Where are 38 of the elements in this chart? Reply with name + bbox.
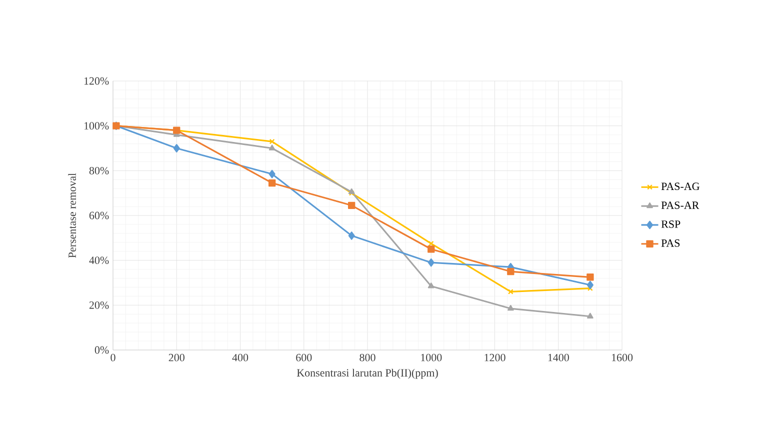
x-tick-label: 400: [232, 354, 248, 362]
x-tick-label: 600: [296, 354, 312, 362]
point: [586, 274, 594, 281]
point: [348, 231, 355, 240]
point: [428, 282, 434, 288]
point: [508, 289, 514, 294]
point: [587, 312, 594, 318]
legend-label: RSP: [661, 220, 680, 228]
point: [268, 144, 276, 150]
point: [348, 202, 356, 209]
point: [268, 179, 276, 187]
point: [586, 280, 594, 290]
point: [173, 144, 180, 152]
point: [268, 170, 276, 178]
x-tick-label: 0: [110, 354, 116, 362]
x-tick-label: 1200: [484, 354, 506, 362]
x-tick-label: 800: [360, 354, 376, 362]
x-tick-label: 200: [168, 354, 184, 362]
legend-label: PAS-AR: [661, 202, 700, 209]
point: [428, 258, 434, 267]
y-tick-label: 60%: [89, 212, 109, 220]
legend-label: PAS-AG: [661, 182, 700, 190]
point: [507, 304, 514, 311]
x-tick-label: 1400: [548, 354, 569, 362]
y-tick-label: 40%: [89, 256, 109, 264]
y-tick-label: 120%: [84, 77, 109, 85]
point: [428, 246, 435, 253]
point: [507, 268, 514, 276]
y-axis-title: Persentase removal: [68, 173, 76, 258]
y-tick-label: 0%: [94, 346, 109, 354]
x-tick-label: 1600: [612, 354, 633, 362]
legend-label: PAS: [661, 239, 680, 247]
y-tick-label: 80%: [89, 166, 109, 174]
y-tick-label: 100%: [84, 122, 109, 130]
x-tick-label: 1000: [421, 354, 442, 362]
x-axis-title: Konsentrasi larutan Pb(II)(ppm): [296, 368, 438, 379]
y-tick-label: 20%: [89, 301, 109, 309]
point: [269, 138, 275, 144]
